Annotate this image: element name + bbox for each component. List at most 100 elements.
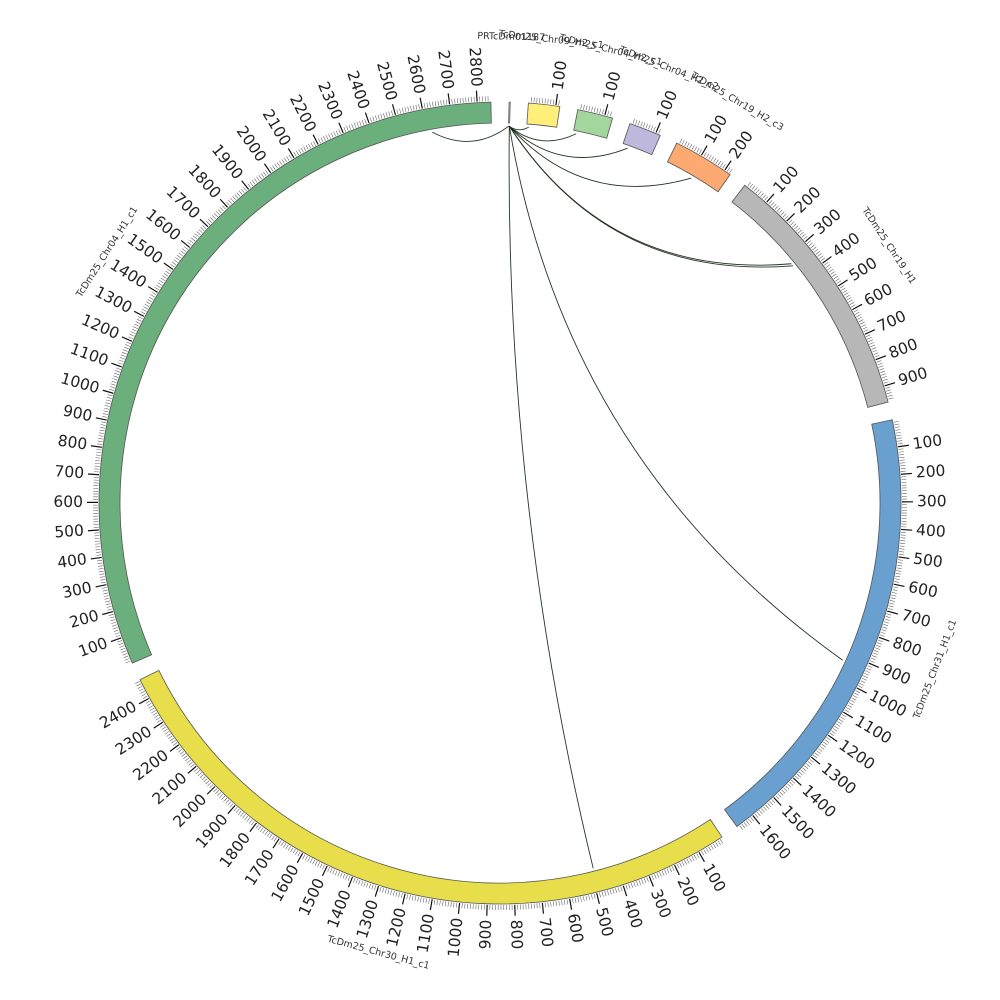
minor-tick — [328, 133, 331, 139]
major-tick — [792, 777, 802, 786]
minor-tick — [169, 737, 175, 742]
minor-tick — [412, 105, 415, 111]
tick-label: 100 — [701, 112, 731, 147]
minor-tick — [625, 884, 628, 890]
minor-tick — [593, 107, 596, 113]
minor-tick — [103, 595, 109, 597]
minor-tick — [585, 105, 588, 111]
tick-label: 700 — [899, 606, 932, 631]
minor-tick — [846, 707, 851, 711]
tick-label: 2800 — [465, 47, 485, 87]
minor-tick — [191, 237, 196, 242]
minor-tick — [784, 215, 789, 220]
major-tick — [875, 355, 887, 361]
minor-tick — [861, 324, 866, 328]
major-tick — [110, 637, 122, 643]
minor-tick — [686, 858, 690, 864]
major-tick — [287, 148, 295, 159]
major-tick — [900, 472, 912, 475]
minor-tick — [658, 128, 661, 134]
minor-tick — [689, 143, 693, 149]
tick-label: 1300 — [818, 759, 860, 798]
minor-tick — [168, 735, 173, 739]
minor-tick — [151, 710, 156, 714]
tick-label: 200 — [725, 128, 756, 163]
minor-tick — [215, 211, 220, 216]
minor-tick — [832, 273, 837, 277]
major-tick — [604, 104, 609, 116]
minor-tick — [95, 460, 101, 462]
minor-tick — [741, 823, 746, 829]
minor-tick — [103, 592, 109, 595]
links-layer — [432, 125, 843, 869]
major-tick — [897, 444, 910, 448]
minor-tick — [840, 716, 845, 720]
minor-tick — [812, 246, 817, 251]
major-tick — [804, 233, 815, 242]
tick-label: 100 — [76, 634, 110, 661]
minor-tick — [566, 899, 569, 905]
minor-tick — [178, 748, 183, 753]
tick-label: 1100 — [68, 340, 111, 370]
minor-tick — [770, 201, 775, 207]
minor-tick — [891, 594, 897, 597]
minor-tick — [380, 113, 383, 119]
minor-tick — [894, 578, 900, 580]
minor-tick — [274, 163, 278, 169]
minor-tick — [343, 127, 347, 132]
minor-tick — [422, 897, 425, 903]
minor-tick — [829, 732, 835, 737]
minor-tick — [875, 644, 881, 648]
major-tick — [811, 756, 821, 765]
minor-tick — [815, 251, 820, 255]
minor-tick — [273, 837, 278, 842]
minor-tick — [145, 700, 151, 704]
minor-tick — [96, 449, 102, 451]
tick-label: 2100 — [259, 106, 295, 149]
major-tick — [347, 876, 354, 888]
minor-tick — [833, 275, 839, 280]
minor-tick — [192, 235, 198, 240]
minor-tick — [385, 112, 388, 118]
minor-tick — [769, 800, 774, 806]
minor-tick — [612, 888, 615, 894]
minor-tick — [236, 192, 241, 197]
minor-tick — [426, 102, 429, 108]
minor-tick — [346, 125, 349, 131]
minor-tick — [888, 605, 894, 608]
minor-tick — [102, 416, 108, 418]
minor-tick — [175, 257, 180, 261]
tick-label: 1200 — [836, 736, 879, 773]
minor-tick — [178, 252, 183, 257]
minor-tick — [313, 141, 316, 146]
minor-tick — [118, 359, 124, 363]
minor-tick — [807, 761, 812, 765]
minor-tick — [278, 840, 282, 845]
minor-tick — [219, 207, 224, 212]
minor-tick — [898, 451, 904, 453]
major-tick — [752, 815, 761, 825]
minor-tick — [115, 367, 121, 370]
tick-label: 1100 — [414, 912, 438, 954]
minor-tick — [352, 877, 356, 883]
minor-tick — [447, 901, 449, 907]
minor-tick — [171, 740, 176, 744]
minor-tick — [101, 421, 107, 424]
minor-tick — [615, 888, 618, 893]
minor-tick — [455, 902, 458, 908]
minor-tick — [95, 543, 101, 545]
minor-tick — [237, 810, 242, 815]
minor-tick — [558, 900, 560, 906]
minor-tick — [897, 443, 903, 445]
minor-tick — [361, 119, 365, 125]
major-tick — [773, 797, 782, 806]
minor-tick — [779, 791, 784, 796]
minor-tick — [207, 782, 212, 787]
tick-label: 2200 — [130, 746, 172, 784]
minor-tick — [217, 209, 222, 214]
minor-tick — [356, 121, 359, 127]
minor-tick — [359, 120, 362, 126]
minor-tick — [148, 705, 153, 709]
minor-tick — [748, 818, 752, 824]
minor-tick — [689, 857, 692, 863]
